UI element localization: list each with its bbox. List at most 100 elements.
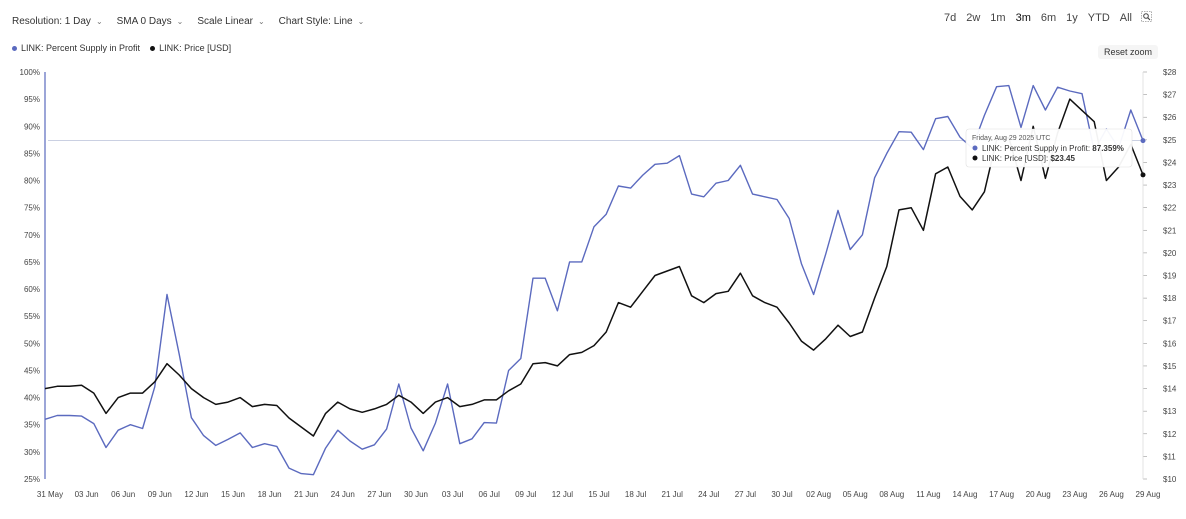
x-tick-label: 21 Jun — [294, 490, 318, 499]
tooltip-box — [965, 128, 1133, 168]
x-tick-label: 12 Jul — [552, 490, 574, 499]
chevron-down-icon: ⌄ — [95, 16, 103, 26]
chart-legend: LINK: Percent Supply in Profit LINK: Pri… — [12, 43, 231, 53]
legend-item-supply[interactable]: LINK: Percent Supply in Profit — [12, 43, 140, 53]
resolution-dropdown[interactable]: Resolution: 1 Day ⌄ — [12, 16, 103, 27]
series-line-supply — [44, 84, 1144, 476]
y-left-tick-label: 55% — [24, 312, 40, 321]
y-left-tick-label: 45% — [24, 366, 40, 375]
range-7d[interactable]: 7d — [943, 12, 957, 24]
y-left-tick-label: 85% — [24, 149, 40, 158]
x-tick-label: 06 Jul — [479, 490, 501, 499]
x-tick-label: 29 Aug — [1136, 490, 1161, 499]
legend-swatch-supply — [12, 45, 17, 51]
y-right-tick-label: $14 — [1163, 385, 1177, 394]
y-left-tick-label: 40% — [24, 394, 40, 403]
sma-label: SMA 0 Days — [116, 15, 172, 27]
range-all[interactable]: All — [1119, 12, 1132, 24]
price-hover-point — [1140, 172, 1146, 178]
x-tick-label: 09 Jun — [148, 490, 172, 499]
zoom-search-icon[interactable] — [1137, 9, 1156, 27]
range-1m[interactable]: 1m — [990, 12, 1006, 24]
chart-toolbar: Resolution: 1 Day ⌄ SMA 0 Days ⌄ Scale Lin… — [12, 12, 364, 30]
x-tick-label: 20 Aug — [1026, 490, 1051, 499]
y-axis-left: 25% 30% 35% 40% 45% 50% 55% 60% 65% 70% 75% 80% 85% 9… — [20, 68, 40, 484]
y-right-tick-label: $23 — [1163, 181, 1177, 190]
y-left-tick-label: 70% — [24, 231, 40, 240]
x-tick-label: 30 Jul — [771, 490, 793, 499]
x-axis: 31 May 03 Jun 06 Jun 09 Jun 12 Jun 15 Jun 18 J… — [37, 490, 1161, 499]
range-selector: 7d 2w 1m 3m 6m 1y YTD All — [939, 9, 1156, 27]
x-tick-label: 15 Jul — [588, 490, 610, 499]
tooltip-price-swatch — [972, 155, 978, 161]
scale-dropdown[interactable]: Scale Linear ⌄ — [197, 16, 264, 27]
tooltip-supply-label: LINK: Percent Supply in Profit: — [982, 144, 1090, 153]
tooltip-price-value: $23.45 — [1050, 154, 1075, 163]
sma-dropdown[interactable]: SMA 0 Days ⌄ — [117, 16, 184, 27]
x-tick-label: 31 May — [37, 490, 63, 499]
range-6m[interactable]: 6m — [1040, 12, 1057, 24]
y-left-tick-label: 50% — [24, 339, 40, 348]
x-tick-label: 24 Jul — [698, 490, 720, 499]
range-3m[interactable]: 3m — [1015, 12, 1031, 24]
chevron-down-icon: ⌄ — [357, 16, 365, 26]
y-left-tick-label: 90% — [24, 122, 40, 131]
supply-hover-point — [1140, 138, 1146, 144]
chart-style-label: Chart Style: Line — [278, 15, 353, 27]
y-right-tick-label: $10 — [1163, 475, 1177, 484]
y-right-tick-label: $12 — [1163, 430, 1177, 439]
y-right-tick-label: $22 — [1163, 204, 1177, 213]
y-left-tick-label: 60% — [24, 285, 40, 294]
y-right-tick-label: $17 — [1163, 317, 1177, 326]
range-ytd[interactable]: YTD — [1087, 12, 1110, 24]
x-tick-label: 27 Jun — [367, 490, 391, 499]
y-axis-right: $10 $11 $12 $13 $14 $15 $16 $17 $18 $19 $20 $21 $22 $… — [1143, 68, 1177, 484]
y-right-tick-label: $16 — [1163, 339, 1177, 348]
x-tick-label: 05 Aug — [843, 490, 868, 499]
x-tick-label: 08 Aug — [879, 490, 904, 499]
tooltip-price-label: LINK: Price [USD]: — [982, 154, 1048, 163]
scale-label: Scale Linear — [197, 15, 253, 27]
tooltip-supply-row: LINK: Percent Supply in Profit: 87.359% — [982, 144, 1124, 153]
tooltip-price-row: LINK: Price [USD]: $23.45 — [982, 154, 1076, 163]
y-left-tick-label: 65% — [24, 258, 40, 267]
x-tick-label: 24 Jun — [331, 490, 355, 499]
x-tick-label: 23 Aug — [1062, 490, 1087, 499]
y-left-tick-label: 25% — [24, 475, 40, 484]
series-line-price — [44, 98, 1144, 437]
y-right-tick-label: $24 — [1163, 158, 1177, 167]
legend-item-price[interactable]: LINK: Price [USD] — [150, 43, 231, 53]
x-tick-label: 03 Jun — [75, 490, 99, 499]
legend-label-supply: LINK: Percent Supply in Profit — [21, 43, 141, 53]
x-tick-label: 06 Jun — [111, 490, 135, 499]
y-right-tick-label: $25 — [1163, 136, 1177, 145]
y-right-tick-label: $20 — [1163, 249, 1177, 258]
y-right-tick-label: $26 — [1163, 113, 1177, 122]
x-tick-label: 02 Aug — [806, 490, 831, 499]
x-tick-label: 15 Jun — [221, 490, 245, 499]
y-right-tick-label: $11 — [1163, 452, 1176, 461]
x-tick-label: 26 Aug — [1099, 490, 1124, 499]
y-right-tick-label: $27 — [1163, 91, 1177, 100]
x-tick-label: 27 Jul — [735, 490, 757, 499]
y-right-tick-label: $19 — [1163, 272, 1177, 281]
chart-style-dropdown[interactable]: Chart Style: Line ⌄ — [279, 16, 365, 27]
x-tick-label: 17 Aug — [989, 490, 1014, 499]
chevron-down-icon: ⌄ — [257, 16, 265, 26]
y-right-tick-label: $15 — [1163, 362, 1177, 371]
range-1y[interactable]: 1y — [1066, 12, 1078, 24]
y-left-tick-label: 80% — [24, 177, 40, 186]
x-tick-label: 18 Jul — [625, 490, 647, 499]
y-left-tick-label: 30% — [24, 448, 40, 457]
reset-zoom-button[interactable]: Reset zoom — [1097, 45, 1158, 59]
y-right-tick-label: $13 — [1163, 407, 1177, 416]
y-right-tick-label: $18 — [1163, 294, 1177, 303]
y-left-tick-label: 100% — [20, 68, 40, 77]
chart-tooltip: Friday, Aug 29 2025 UTC LINK: Percent Su… — [965, 128, 1133, 168]
tooltip-supply-swatch — [972, 145, 978, 151]
x-tick-label: 14 Aug — [953, 490, 978, 499]
legend-label-price: LINK: Price [USD] — [159, 43, 232, 53]
range-2w[interactable]: 2w — [966, 12, 981, 24]
y-left-tick-label: 95% — [24, 95, 40, 104]
